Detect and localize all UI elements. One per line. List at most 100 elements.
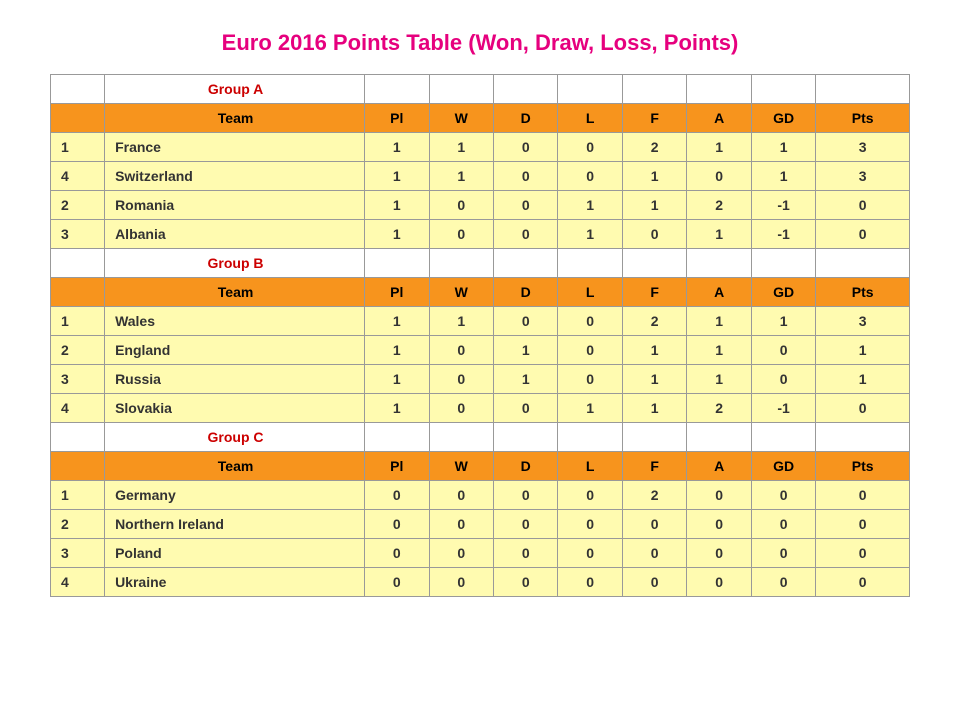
blank-cell xyxy=(429,249,493,278)
stat-cell-l: 0 xyxy=(558,481,622,510)
stat-cell-a: 0 xyxy=(687,510,751,539)
table-row: 2Northern Ireland00000000 xyxy=(51,510,910,539)
stat-cell-pl: 0 xyxy=(365,568,429,597)
team-header: Team xyxy=(105,278,365,307)
blank-cell xyxy=(51,452,105,481)
team-cell: Russia xyxy=(105,365,365,394)
team-header: Team xyxy=(105,452,365,481)
stat-cell-f: 2 xyxy=(622,481,686,510)
stat-cell-d: 1 xyxy=(493,365,557,394)
blank-cell xyxy=(622,249,686,278)
column-header-a: A xyxy=(687,104,751,133)
stat-cell-d: 0 xyxy=(493,162,557,191)
table-row: 2England10101101 xyxy=(51,336,910,365)
stat-cell-w: 1 xyxy=(429,162,493,191)
rank-cell: 3 xyxy=(51,365,105,394)
team-cell: Poland xyxy=(105,539,365,568)
table-row: 4Slovakia100112-10 xyxy=(51,394,910,423)
stat-cell-pts: 1 xyxy=(816,365,910,394)
stat-cell-d: 1 xyxy=(493,336,557,365)
stat-cell-l: 0 xyxy=(558,162,622,191)
table-row: 2Romania100112-10 xyxy=(51,191,910,220)
stat-cell-pl: 0 xyxy=(365,481,429,510)
blank-cell xyxy=(51,75,105,104)
stat-cell-gd: 0 xyxy=(751,568,815,597)
stat-cell-w: 0 xyxy=(429,336,493,365)
rank-cell: 4 xyxy=(51,162,105,191)
stat-cell-d: 0 xyxy=(493,191,557,220)
stat-cell-l: 0 xyxy=(558,365,622,394)
stat-cell-d: 0 xyxy=(493,220,557,249)
table-row: 4Ukraine00000000 xyxy=(51,568,910,597)
stat-cell-pts: 3 xyxy=(816,133,910,162)
column-header-w: W xyxy=(429,104,493,133)
blank-cell xyxy=(687,75,751,104)
stat-cell-w: 0 xyxy=(429,365,493,394)
column-header-a: A xyxy=(687,452,751,481)
column-header-l: L xyxy=(558,104,622,133)
rank-cell: 4 xyxy=(51,568,105,597)
stat-cell-f: 2 xyxy=(622,133,686,162)
stat-cell-w: 0 xyxy=(429,510,493,539)
stat-cell-f: 0 xyxy=(622,220,686,249)
stat-cell-w: 1 xyxy=(429,307,493,336)
stat-cell-a: 0 xyxy=(687,162,751,191)
blank-cell xyxy=(429,75,493,104)
stat-cell-l: 0 xyxy=(558,568,622,597)
column-header-f: F xyxy=(622,104,686,133)
stat-cell-pl: 0 xyxy=(365,510,429,539)
stat-cell-pts: 0 xyxy=(816,510,910,539)
stat-cell-pl: 1 xyxy=(365,191,429,220)
stat-cell-d: 0 xyxy=(493,481,557,510)
table-row: 3Russia10101101 xyxy=(51,365,910,394)
team-cell: England xyxy=(105,336,365,365)
page-title: Euro 2016 Points Table (Won, Draw, Loss,… xyxy=(50,30,910,56)
blank-cell xyxy=(816,423,910,452)
blank-cell xyxy=(751,75,815,104)
table-row: 1France11002113 xyxy=(51,133,910,162)
column-header-a: A xyxy=(687,278,751,307)
blank-cell xyxy=(51,104,105,133)
stat-cell-a: 1 xyxy=(687,220,751,249)
stat-cell-a: 0 xyxy=(687,568,751,597)
team-header: Team xyxy=(105,104,365,133)
stat-cell-gd: 1 xyxy=(751,162,815,191)
team-cell: Switzerland xyxy=(105,162,365,191)
stat-cell-w: 0 xyxy=(429,481,493,510)
column-header-pl: Pl xyxy=(365,278,429,307)
column-header-row: TeamPlWDLFAGDPts xyxy=(51,278,910,307)
stat-cell-pl: 1 xyxy=(365,394,429,423)
blank-cell xyxy=(493,75,557,104)
table-row: 3Albania100101-10 xyxy=(51,220,910,249)
rank-cell: 2 xyxy=(51,336,105,365)
stat-cell-d: 0 xyxy=(493,539,557,568)
group-title-row: Group B xyxy=(51,249,910,278)
rank-cell: 2 xyxy=(51,191,105,220)
team-cell: Albania xyxy=(105,220,365,249)
stat-cell-pts: 3 xyxy=(816,162,910,191)
stat-cell-l: 0 xyxy=(558,133,622,162)
column-header-row: TeamPlWDLFAGDPts xyxy=(51,104,910,133)
stat-cell-w: 0 xyxy=(429,220,493,249)
stat-cell-gd: 0 xyxy=(751,481,815,510)
blank-cell xyxy=(365,423,429,452)
table-row: 1Wales11002113 xyxy=(51,307,910,336)
stat-cell-pts: 1 xyxy=(816,336,910,365)
stat-cell-pts: 0 xyxy=(816,394,910,423)
stat-cell-d: 0 xyxy=(493,510,557,539)
stat-cell-d: 0 xyxy=(493,394,557,423)
blank-cell xyxy=(687,423,751,452)
column-header-gd: GD xyxy=(751,452,815,481)
team-cell: Slovakia xyxy=(105,394,365,423)
stat-cell-gd: 1 xyxy=(751,133,815,162)
table-row: 4Switzerland11001013 xyxy=(51,162,910,191)
column-header-f: F xyxy=(622,452,686,481)
blank-cell xyxy=(365,249,429,278)
column-header-l: L xyxy=(558,452,622,481)
blank-cell xyxy=(816,75,910,104)
stat-cell-pl: 0 xyxy=(365,539,429,568)
stat-cell-a: 0 xyxy=(687,539,751,568)
table-row: 1Germany00002000 xyxy=(51,481,910,510)
stat-cell-f: 2 xyxy=(622,307,686,336)
blank-cell xyxy=(622,423,686,452)
